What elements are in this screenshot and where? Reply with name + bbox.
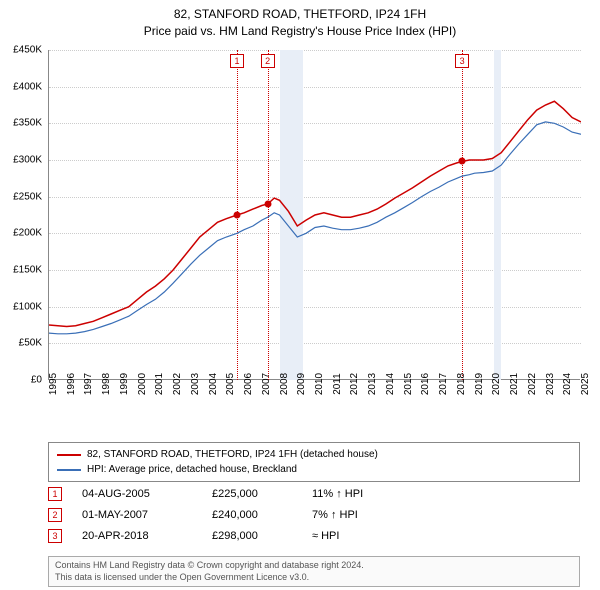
x-tick-label: 2014 <box>385 373 396 395</box>
x-tick-label: 2006 <box>243 373 254 395</box>
chart-area: 123 £0£50K£100K£150K£200K£250K£300K£350K… <box>48 50 580 400</box>
sale-row-date: 01-MAY-2007 <box>82 505 192 526</box>
sale-row-date: 04-AUG-2005 <box>82 484 192 505</box>
x-tick-label: 2024 <box>562 373 573 395</box>
x-tick-label: 2018 <box>456 373 467 395</box>
x-tick-label: 2000 <box>137 373 148 395</box>
x-tick-label: 2003 <box>190 373 201 395</box>
attribution-line2: This data is licensed under the Open Gov… <box>55 572 573 584</box>
series-hpi <box>49 122 581 334</box>
x-tick-label: 2023 <box>545 373 556 395</box>
x-tick-label: 2008 <box>279 373 290 395</box>
x-tick-label: 2015 <box>403 373 414 395</box>
x-tick-label: 2019 <box>474 373 485 395</box>
y-tick-label: £200K <box>13 228 42 239</box>
x-tick-label: 1997 <box>83 373 94 395</box>
x-tick-label: 2011 <box>332 373 343 395</box>
x-tick-label: 2022 <box>527 373 538 395</box>
x-tick-label: 2004 <box>208 373 219 395</box>
legend-swatch-hpi <box>57 469 81 471</box>
y-tick-label: £0 <box>31 375 42 386</box>
legend-label-hpi: HPI: Average price, detached house, Brec… <box>87 462 297 477</box>
attribution-line1: Contains HM Land Registry data © Crown c… <box>55 560 573 572</box>
title-line1: 82, STANFORD ROAD, THETFORD, IP24 1FH <box>0 6 600 23</box>
legend-row-hpi: HPI: Average price, detached house, Brec… <box>57 462 571 477</box>
x-tick-label: 1999 <box>119 373 130 395</box>
x-tick-label: 1998 <box>101 373 112 395</box>
attribution: Contains HM Land Registry data © Crown c… <box>48 556 580 587</box>
x-tick-label: 2013 <box>367 373 378 395</box>
plot-region: 123 <box>48 50 580 380</box>
x-tick-label: 2009 <box>296 373 307 395</box>
y-tick-label: £250K <box>13 191 42 202</box>
sale-row: 3 20-APR-2018 £298,000 ≈ HPI <box>48 526 580 547</box>
legend-swatch-subject <box>57 454 81 456</box>
y-tick-label: £350K <box>13 118 42 129</box>
sale-row-date: 20-APR-2018 <box>82 526 192 547</box>
sale-row-price: £298,000 <box>212 526 292 547</box>
legend-row-subject: 82, STANFORD ROAD, THETFORD, IP24 1FH (d… <box>57 447 571 462</box>
chart-svg <box>49 50 581 380</box>
sale-row-price: £240,000 <box>212 505 292 526</box>
x-tick-label: 2010 <box>314 373 325 395</box>
sale-row: 1 04-AUG-2005 £225,000 11% ↑ HPI <box>48 484 580 505</box>
x-tick-label: 2025 <box>580 373 591 395</box>
y-tick-label: £400K <box>13 81 42 92</box>
x-tick-label: 2016 <box>420 373 431 395</box>
x-tick-label: 2020 <box>491 373 502 395</box>
x-tick-label: 1996 <box>66 373 77 395</box>
x-tick-label: 2017 <box>438 373 449 395</box>
sale-row-price: £225,000 <box>212 484 292 505</box>
legend-label-subject: 82, STANFORD ROAD, THETFORD, IP24 1FH (d… <box>87 447 378 462</box>
sale-row-marker: 1 <box>48 487 62 501</box>
sale-row-marker: 2 <box>48 508 62 522</box>
x-tick-label: 2012 <box>349 373 360 395</box>
legend: 82, STANFORD ROAD, THETFORD, IP24 1FH (d… <box>48 442 580 482</box>
y-tick-label: £150K <box>13 265 42 276</box>
sale-row-hpi: ≈ HPI <box>312 526 412 547</box>
sale-row-hpi: 11% ↑ HPI <box>312 484 412 505</box>
y-tick-label: £300K <box>13 155 42 166</box>
y-tick-label: £50K <box>19 338 42 349</box>
sale-row: 2 01-MAY-2007 £240,000 7% ↑ HPI <box>48 505 580 526</box>
x-tick-label: 2021 <box>509 373 520 395</box>
y-tick-label: £100K <box>13 301 42 312</box>
chart-container: 82, STANFORD ROAD, THETFORD, IP24 1FH Pr… <box>0 0 600 590</box>
x-tick-label: 2001 <box>154 373 165 395</box>
x-tick-label: 1995 <box>48 373 59 395</box>
x-tick-label: 2007 <box>261 373 272 395</box>
title-line2: Price paid vs. HM Land Registry's House … <box>0 23 600 40</box>
sale-row-marker: 3 <box>48 529 62 543</box>
sale-row-hpi: 7% ↑ HPI <box>312 505 412 526</box>
y-tick-label: £450K <box>13 45 42 56</box>
title-block: 82, STANFORD ROAD, THETFORD, IP24 1FH Pr… <box>0 0 600 40</box>
sales-table: 1 04-AUG-2005 £225,000 11% ↑ HPI 2 01-MAY-200… <box>48 484 580 547</box>
series-subject <box>49 101 581 326</box>
x-tick-label: 2002 <box>172 373 183 395</box>
x-tick-label: 2005 <box>225 373 236 395</box>
